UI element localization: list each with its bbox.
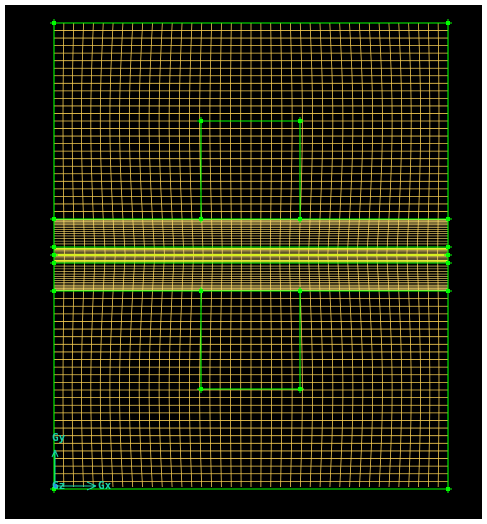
- mesh-display[interactable]: [5, 5, 482, 519]
- triad-x-arrow: [86, 481, 97, 487]
- triad-y-arrow: [54, 449, 59, 458]
- axis-z-label: Gz: [52, 479, 66, 492]
- triad-x-arrow: [86, 485, 97, 491]
- block-vertices: [50, 19, 452, 493]
- triad-y-arrow: [51, 449, 56, 458]
- axis-y-label: Gy: [52, 431, 66, 444]
- axis-triad: [51, 449, 97, 491]
- triad-origin: [53, 484, 57, 488]
- axis-x-label: Gx: [98, 479, 112, 492]
- graphics-viewport[interactable]: Gy Gz Gx: [5, 5, 482, 519]
